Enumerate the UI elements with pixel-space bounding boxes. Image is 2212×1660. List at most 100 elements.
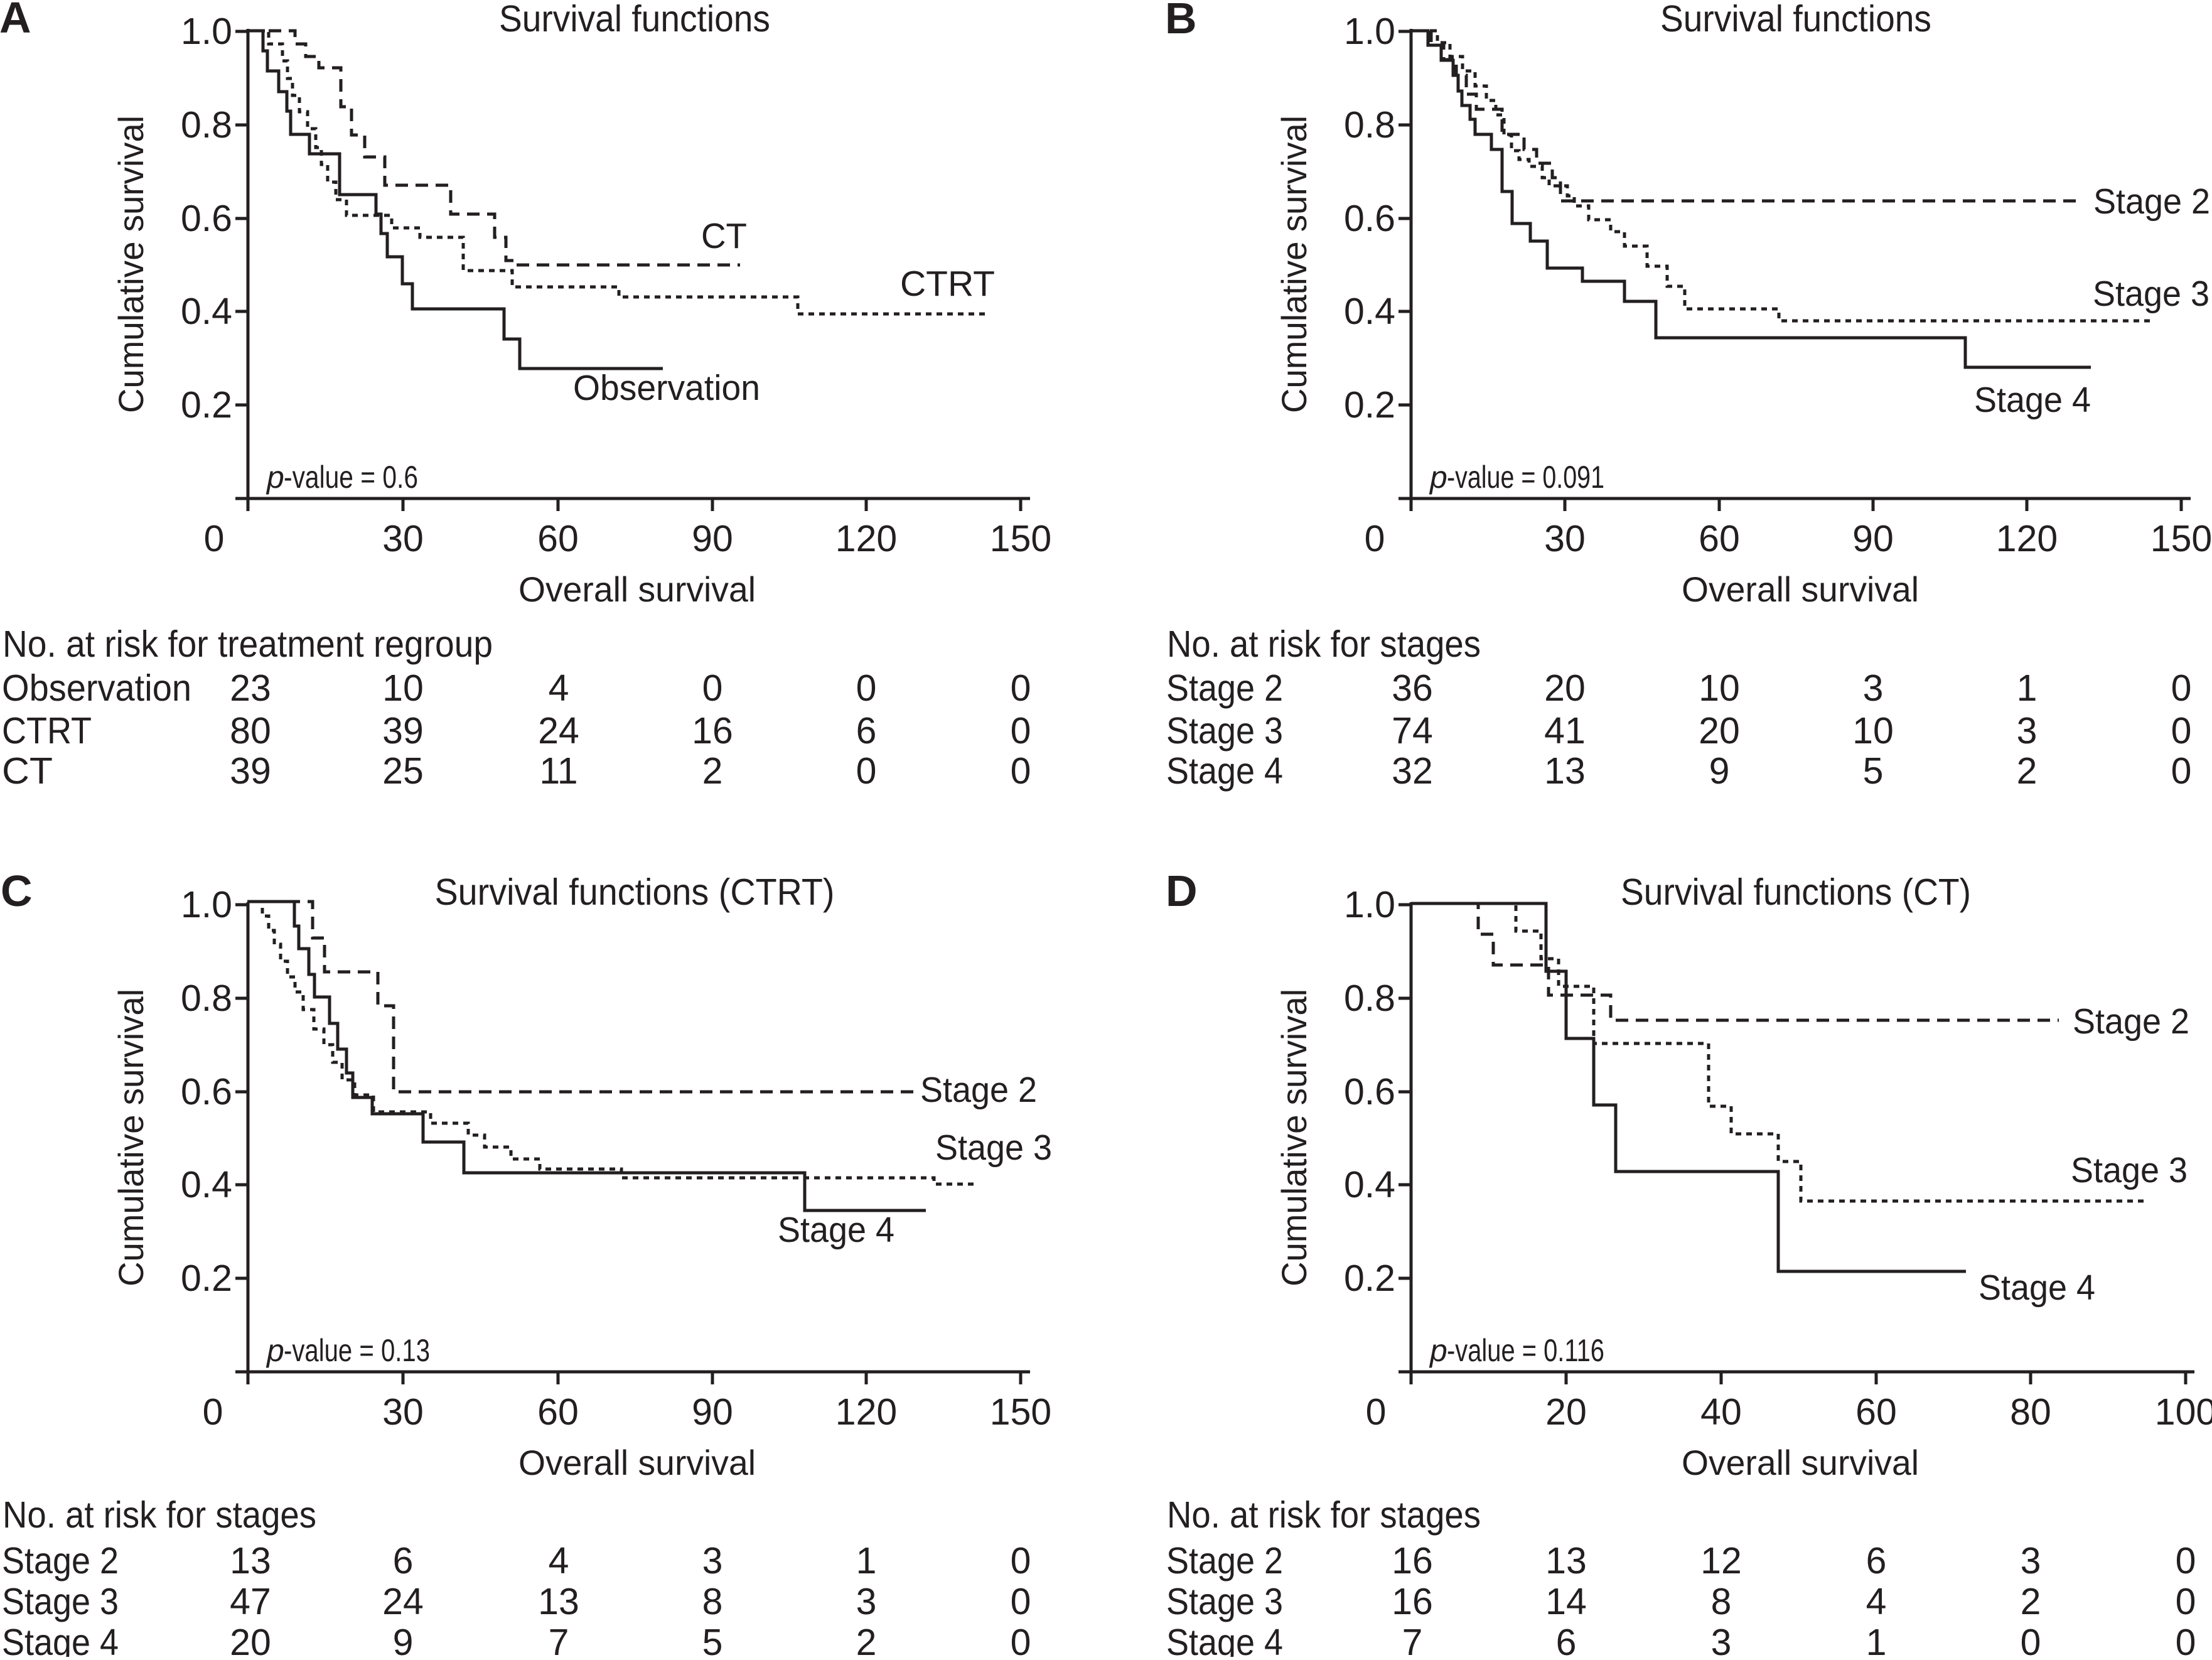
svg-text:100: 100 — [2155, 1391, 2212, 1433]
svg-text:0.2: 0.2 — [1344, 1258, 1395, 1299]
svg-text:0.2: 0.2 — [1344, 384, 1395, 426]
svg-text:20: 20 — [1699, 710, 1740, 752]
svg-text:13: 13 — [1545, 1540, 1587, 1582]
svg-text:4: 4 — [549, 1540, 569, 1582]
svg-text:0: 0 — [204, 518, 225, 559]
svg-text:No. at risk for stages: No. at risk for stages — [1167, 623, 1481, 665]
svg-text:0: 0 — [2171, 710, 2192, 752]
svg-text:0: 0 — [1011, 667, 1031, 709]
svg-text:5: 5 — [1863, 750, 1884, 792]
svg-text:CTRT: CTRT — [2, 710, 92, 752]
svg-text:p: p — [1429, 460, 1447, 495]
svg-text:9: 9 — [1709, 750, 1730, 792]
svg-text:Overall survival: Overall survival — [1682, 1443, 1919, 1482]
svg-text:11: 11 — [539, 750, 577, 792]
svg-text:60: 60 — [537, 518, 579, 559]
svg-text:0.6: 0.6 — [1344, 1071, 1395, 1113]
svg-text:8: 8 — [1711, 1581, 1732, 1622]
svg-text:Stage 4: Stage 4 — [1978, 1268, 2095, 1308]
svg-text:150: 150 — [990, 518, 1051, 559]
svg-text:60: 60 — [537, 1391, 579, 1433]
svg-text:4: 4 — [549, 667, 569, 709]
svg-text:0: 0 — [1011, 1581, 1031, 1622]
svg-text:13: 13 — [230, 1540, 271, 1582]
svg-text:C: C — [1, 866, 33, 915]
svg-text:0: 0 — [1011, 750, 1031, 792]
svg-text:Stage 2: Stage 2 — [2, 1540, 119, 1582]
svg-text:32: 32 — [1392, 750, 1433, 792]
svg-text:0: 0 — [1011, 1540, 1031, 1582]
svg-text:0.8: 0.8 — [1344, 978, 1395, 1019]
svg-text:p: p — [266, 1333, 284, 1368]
svg-text:Stage 4: Stage 4 — [778, 1210, 894, 1250]
svg-text:25: 25 — [382, 750, 424, 792]
svg-text:120: 120 — [835, 518, 897, 559]
svg-text:13: 13 — [538, 1581, 579, 1622]
svg-text:D: D — [1166, 866, 1198, 915]
svg-text:13: 13 — [1544, 750, 1586, 792]
svg-text:0: 0 — [2176, 1540, 2196, 1582]
svg-text:Stage 4: Stage 4 — [1166, 750, 1283, 792]
svg-text:1: 1 — [856, 1540, 877, 1582]
svg-text:16: 16 — [1392, 1540, 1433, 1582]
svg-text:1: 1 — [1866, 1622, 1887, 1657]
svg-text:Stage 4: Stage 4 — [1166, 1622, 1283, 1657]
svg-text:1.0: 1.0 — [1344, 884, 1395, 925]
svg-text:30: 30 — [382, 1391, 424, 1433]
svg-text:Stage 4: Stage 4 — [1974, 380, 2091, 420]
svg-text:14: 14 — [1545, 1581, 1587, 1622]
svg-text:Stage 2: Stage 2 — [1166, 1540, 1283, 1582]
svg-text:8: 8 — [702, 1581, 723, 1622]
svg-text:Stage 2: Stage 2 — [1166, 667, 1283, 709]
svg-text:No. at risk for stages: No. at risk for stages — [3, 1494, 316, 1536]
svg-text:20: 20 — [1544, 667, 1586, 709]
svg-text:Observation: Observation — [2, 667, 191, 709]
svg-text:Overall survival: Overall survival — [518, 1443, 756, 1482]
svg-text:0: 0 — [2171, 750, 2192, 792]
svg-text:0.8: 0.8 — [181, 978, 232, 1019]
svg-text:Stage 4: Stage 4 — [2, 1622, 119, 1657]
svg-text:0: 0 — [2171, 667, 2192, 709]
svg-text:0.4: 0.4 — [181, 291, 232, 332]
svg-text:Stage 2: Stage 2 — [920, 1070, 1037, 1110]
svg-text:150: 150 — [2150, 518, 2212, 559]
svg-text:5: 5 — [702, 1622, 723, 1657]
svg-text:Cumulative survival: Cumulative survival — [111, 989, 151, 1286]
svg-text:6: 6 — [1866, 1540, 1887, 1582]
svg-text:0: 0 — [1366, 1391, 1387, 1433]
svg-text:120: 120 — [835, 1391, 897, 1433]
svg-text:16: 16 — [692, 710, 733, 752]
svg-text:1: 1 — [2017, 667, 2038, 709]
svg-text:80: 80 — [2010, 1391, 2051, 1433]
svg-text:74: 74 — [1392, 710, 1433, 752]
svg-text:3: 3 — [1863, 667, 1884, 709]
svg-text:39: 39 — [230, 750, 271, 792]
svg-text:No. at risk for stages: No. at risk for stages — [1167, 1494, 1481, 1536]
svg-text:150: 150 — [990, 1391, 1051, 1433]
svg-text:0.8: 0.8 — [181, 104, 232, 146]
svg-text:CT: CT — [2, 750, 53, 792]
svg-text:10: 10 — [382, 667, 424, 709]
svg-text:20: 20 — [1545, 1391, 1587, 1433]
svg-text:Survival functions (CT): Survival functions (CT) — [1621, 871, 1971, 913]
svg-text:1.0: 1.0 — [181, 11, 232, 52]
svg-text:Stage 2: Stage 2 — [2073, 1001, 2189, 1042]
svg-text:Cumulative survival: Cumulative survival — [111, 116, 151, 413]
svg-text:Stage 2: Stage 2 — [2093, 181, 2210, 222]
svg-text:60: 60 — [1855, 1391, 1897, 1433]
svg-text:0.6: 0.6 — [181, 198, 232, 239]
svg-text:90: 90 — [692, 518, 733, 559]
svg-text:0: 0 — [2176, 1622, 2196, 1657]
svg-text:40: 40 — [1700, 1391, 1742, 1433]
svg-text:39: 39 — [382, 710, 424, 752]
svg-text:A: A — [0, 0, 31, 42]
svg-text:CT: CT — [701, 216, 747, 256]
svg-text:7: 7 — [1402, 1622, 1423, 1657]
svg-text:2: 2 — [856, 1622, 877, 1657]
svg-text:Stage 3: Stage 3 — [1166, 1581, 1283, 1622]
svg-text:6: 6 — [856, 710, 877, 752]
svg-text:Observation: Observation — [573, 368, 760, 408]
svg-text:-value = 0.116: -value = 0.116 — [1447, 1333, 1604, 1368]
svg-text:3: 3 — [702, 1540, 723, 1582]
svg-text:20: 20 — [230, 1622, 271, 1657]
